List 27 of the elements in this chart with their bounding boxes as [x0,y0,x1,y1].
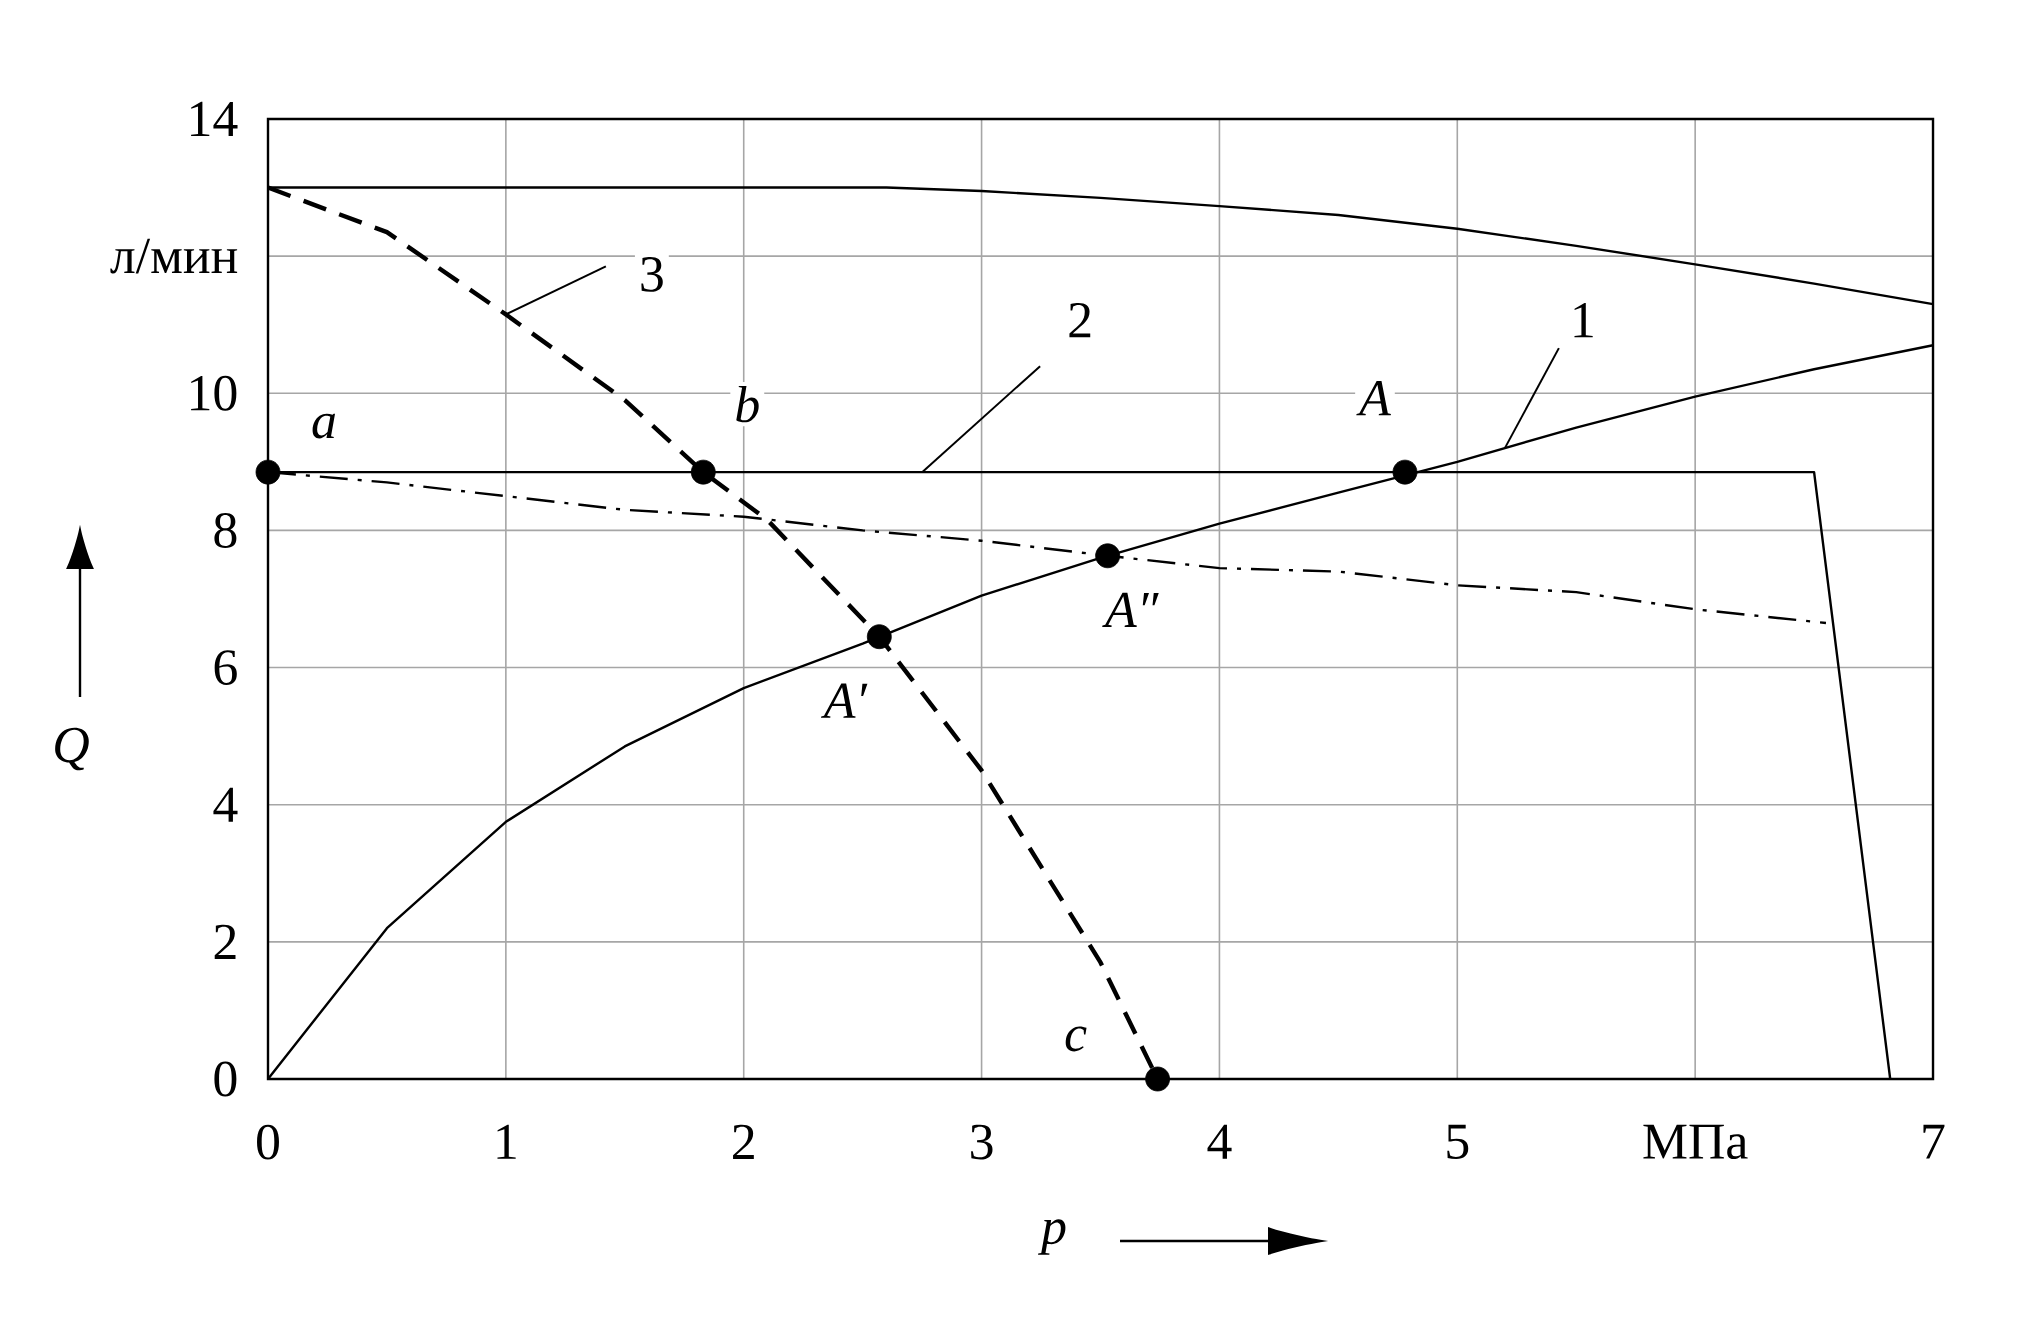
y-axis-title: Q [55,727,89,771]
annotation: 3 [641,257,663,292]
y-tick-label: 8 [214,512,237,548]
y-tick-label: л/мин [110,238,238,274]
y-tick-label: 14 [191,101,238,137]
x-tick-label: 7 [1923,1124,1945,1159]
annotation: c [1065,1026,1087,1052]
x-tick-label: 1 [497,1124,516,1159]
annotation: A′ [820,683,868,718]
y-tick-label: 4 [213,787,238,822]
annotation: 2 [1069,302,1091,338]
annotation: b [736,385,759,423]
x-tick-label: 5 [1447,1124,1469,1160]
annotation: A″ [1102,592,1159,627]
x-tick-label: 2 [733,1124,754,1159]
y-tick-label: 2 [214,924,236,959]
x-tick-label: 3 [971,1124,993,1160]
y-tick-label: 0 [214,1061,237,1097]
x-tick-label: 0 [257,1124,279,1160]
y-tick-label: 10 [191,375,237,411]
x-axis-title: p [1038,1219,1066,1255]
x-tick-label: МПа [1643,1124,1748,1160]
annotation: A [1356,381,1391,416]
annotation: a [312,413,336,439]
annotation: 1 [1574,303,1593,338]
y-tick-label: 6 [214,650,237,685]
x-tick-label: 4 [1207,1124,1232,1159]
